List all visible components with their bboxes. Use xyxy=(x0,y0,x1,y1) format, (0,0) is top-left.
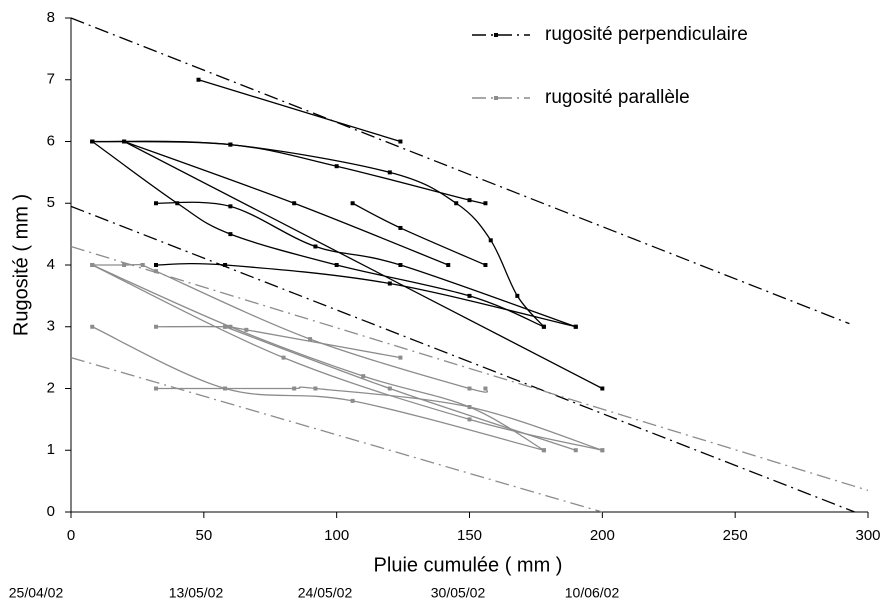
point xyxy=(334,263,339,267)
y-tick-label: 5 xyxy=(47,194,55,211)
point xyxy=(361,374,366,379)
y-axis-title: Rugosité ( mm ) xyxy=(10,194,32,336)
point xyxy=(600,448,605,453)
point xyxy=(292,386,297,391)
point xyxy=(446,263,451,267)
date-label: 30/05/02 xyxy=(431,585,486,601)
envelope-line xyxy=(70,205,855,513)
y-tick-label: 3 xyxy=(47,318,55,335)
point xyxy=(467,417,472,422)
curve xyxy=(91,264,603,451)
point xyxy=(467,293,472,298)
point xyxy=(454,201,459,206)
point xyxy=(467,405,472,410)
point xyxy=(573,448,578,453)
point xyxy=(196,77,201,82)
y-tick-label: 7 xyxy=(47,71,55,88)
point xyxy=(483,201,488,206)
point xyxy=(387,281,392,286)
point xyxy=(122,139,127,144)
envelope-line xyxy=(70,17,850,325)
point xyxy=(334,164,339,169)
x-tick-label: 0 xyxy=(67,527,75,544)
curve xyxy=(156,262,576,328)
point xyxy=(154,269,159,274)
point xyxy=(281,355,286,360)
x-tick-label: 150 xyxy=(457,527,482,544)
point xyxy=(488,238,493,243)
point xyxy=(350,398,355,403)
envelope-line xyxy=(70,357,603,513)
curve xyxy=(198,79,401,143)
point xyxy=(228,204,233,209)
date-label: 10/06/02 xyxy=(565,585,620,601)
point xyxy=(313,244,318,249)
point xyxy=(140,263,145,267)
point xyxy=(154,386,159,391)
point xyxy=(228,232,233,237)
point xyxy=(313,386,318,391)
point xyxy=(350,201,355,206)
curve xyxy=(91,326,545,451)
x-tick-label: 50 xyxy=(195,527,212,544)
point xyxy=(398,139,403,144)
point xyxy=(483,263,488,267)
point xyxy=(223,386,228,391)
point xyxy=(541,448,546,453)
point xyxy=(467,386,472,391)
x-tick-label: 250 xyxy=(723,527,748,544)
point xyxy=(122,263,127,267)
point xyxy=(398,225,403,230)
curve xyxy=(123,140,603,390)
point xyxy=(90,139,95,144)
point xyxy=(398,355,403,360)
legend-marker xyxy=(494,33,498,37)
point xyxy=(573,324,578,329)
point xyxy=(90,263,95,267)
legend-text: rugosité parallèle xyxy=(545,87,690,108)
envelope-line xyxy=(70,245,869,492)
curve xyxy=(91,264,545,451)
point xyxy=(387,170,392,175)
date-label: 13/05/02 xyxy=(169,585,224,601)
curve xyxy=(92,263,489,393)
y-tick-label: 4 xyxy=(47,256,55,273)
y-tick-label: 6 xyxy=(47,132,55,149)
point xyxy=(483,386,488,391)
point xyxy=(292,201,297,206)
legend-text: rugosité perpendiculaire xyxy=(545,24,748,45)
point xyxy=(228,142,233,147)
x-axis-title: Pluie cumulée ( mm ) xyxy=(374,554,563,576)
date-label: 24/05/02 xyxy=(298,585,353,601)
y-tick-label: 8 xyxy=(47,9,55,26)
y-tick-label: 2 xyxy=(47,379,55,396)
curve xyxy=(156,386,603,451)
curve xyxy=(156,325,401,359)
curve xyxy=(92,140,545,328)
point xyxy=(600,386,605,391)
point xyxy=(398,263,403,267)
x-tick-label: 100 xyxy=(324,527,349,544)
point xyxy=(387,386,392,391)
point xyxy=(223,324,228,329)
point xyxy=(154,263,159,267)
curve xyxy=(155,201,576,328)
date-label: 25/04/02 xyxy=(9,585,64,601)
point xyxy=(90,324,95,329)
point xyxy=(541,324,546,329)
point xyxy=(223,263,228,267)
point xyxy=(154,324,159,329)
y-tick-label: 0 xyxy=(47,503,55,520)
point xyxy=(467,198,472,203)
point xyxy=(308,337,313,342)
x-tick-label: 300 xyxy=(855,527,880,544)
point xyxy=(154,201,159,206)
y-tick-label: 1 xyxy=(47,441,55,458)
legend-marker xyxy=(494,96,498,100)
point xyxy=(244,327,249,332)
x-tick-label: 200 xyxy=(590,527,615,544)
point xyxy=(515,293,520,298)
